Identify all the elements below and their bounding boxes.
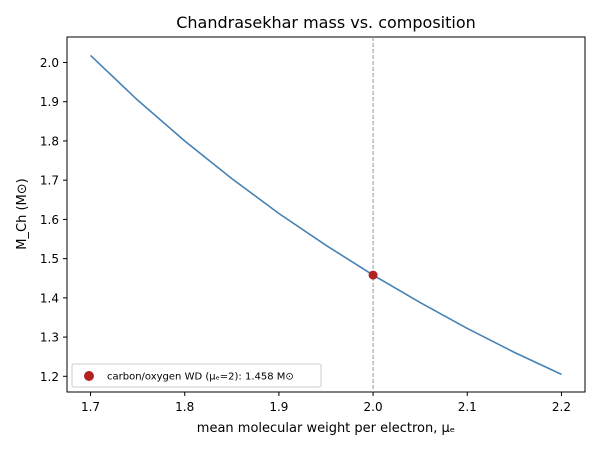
legend-marker [84,371,94,381]
x-tick-label: 2.0 [364,400,383,414]
y-tick-label: 1.4 [40,291,59,305]
plot-content [89,37,562,392]
x-tick-label: 1.9 [269,400,288,414]
y-tick-label: 2.0 [40,56,59,70]
chart-title: Chandrasekhar mass vs. composition [176,13,476,32]
y-tick-label: 1.9 [40,95,59,109]
x-tick-label: 2.1 [458,400,477,414]
y-tick-label: 1.2 [40,370,59,384]
y-axis: 1.2 1.3 1.4 1.5 1.6 1.7 1.8 1.9 2.0 [40,56,67,384]
x-axis: 1.7 1.8 1.9 2.0 2.1 2.2 [81,392,571,414]
y-tick-label: 1.6 [40,213,59,227]
y-tick-label: 1.7 [40,174,59,188]
y-axis-label: M_Ch (M⊙) [15,178,30,249]
series-line [89,54,562,376]
y-tick-label: 1.3 [40,331,59,345]
x-axis-label: mean molecular weight per electron, μₑ [197,421,455,436]
x-tick-label: 1.8 [175,400,194,414]
legend-box [71,363,322,388]
legend-label: carbon/oxygen WD (μₑ=2): 1.458 M⊙ [107,372,294,383]
x-tick-label: 1.7 [81,400,100,414]
y-tick-label: 1.5 [40,252,59,266]
plot-area [66,36,586,393]
y-tick-label: 1.8 [40,134,59,148]
legend: carbon/oxygen WD (μₑ=2): 1.458 M⊙ [71,363,322,388]
x-tick-label: 2.2 [552,400,571,414]
highlight-point [368,270,378,280]
